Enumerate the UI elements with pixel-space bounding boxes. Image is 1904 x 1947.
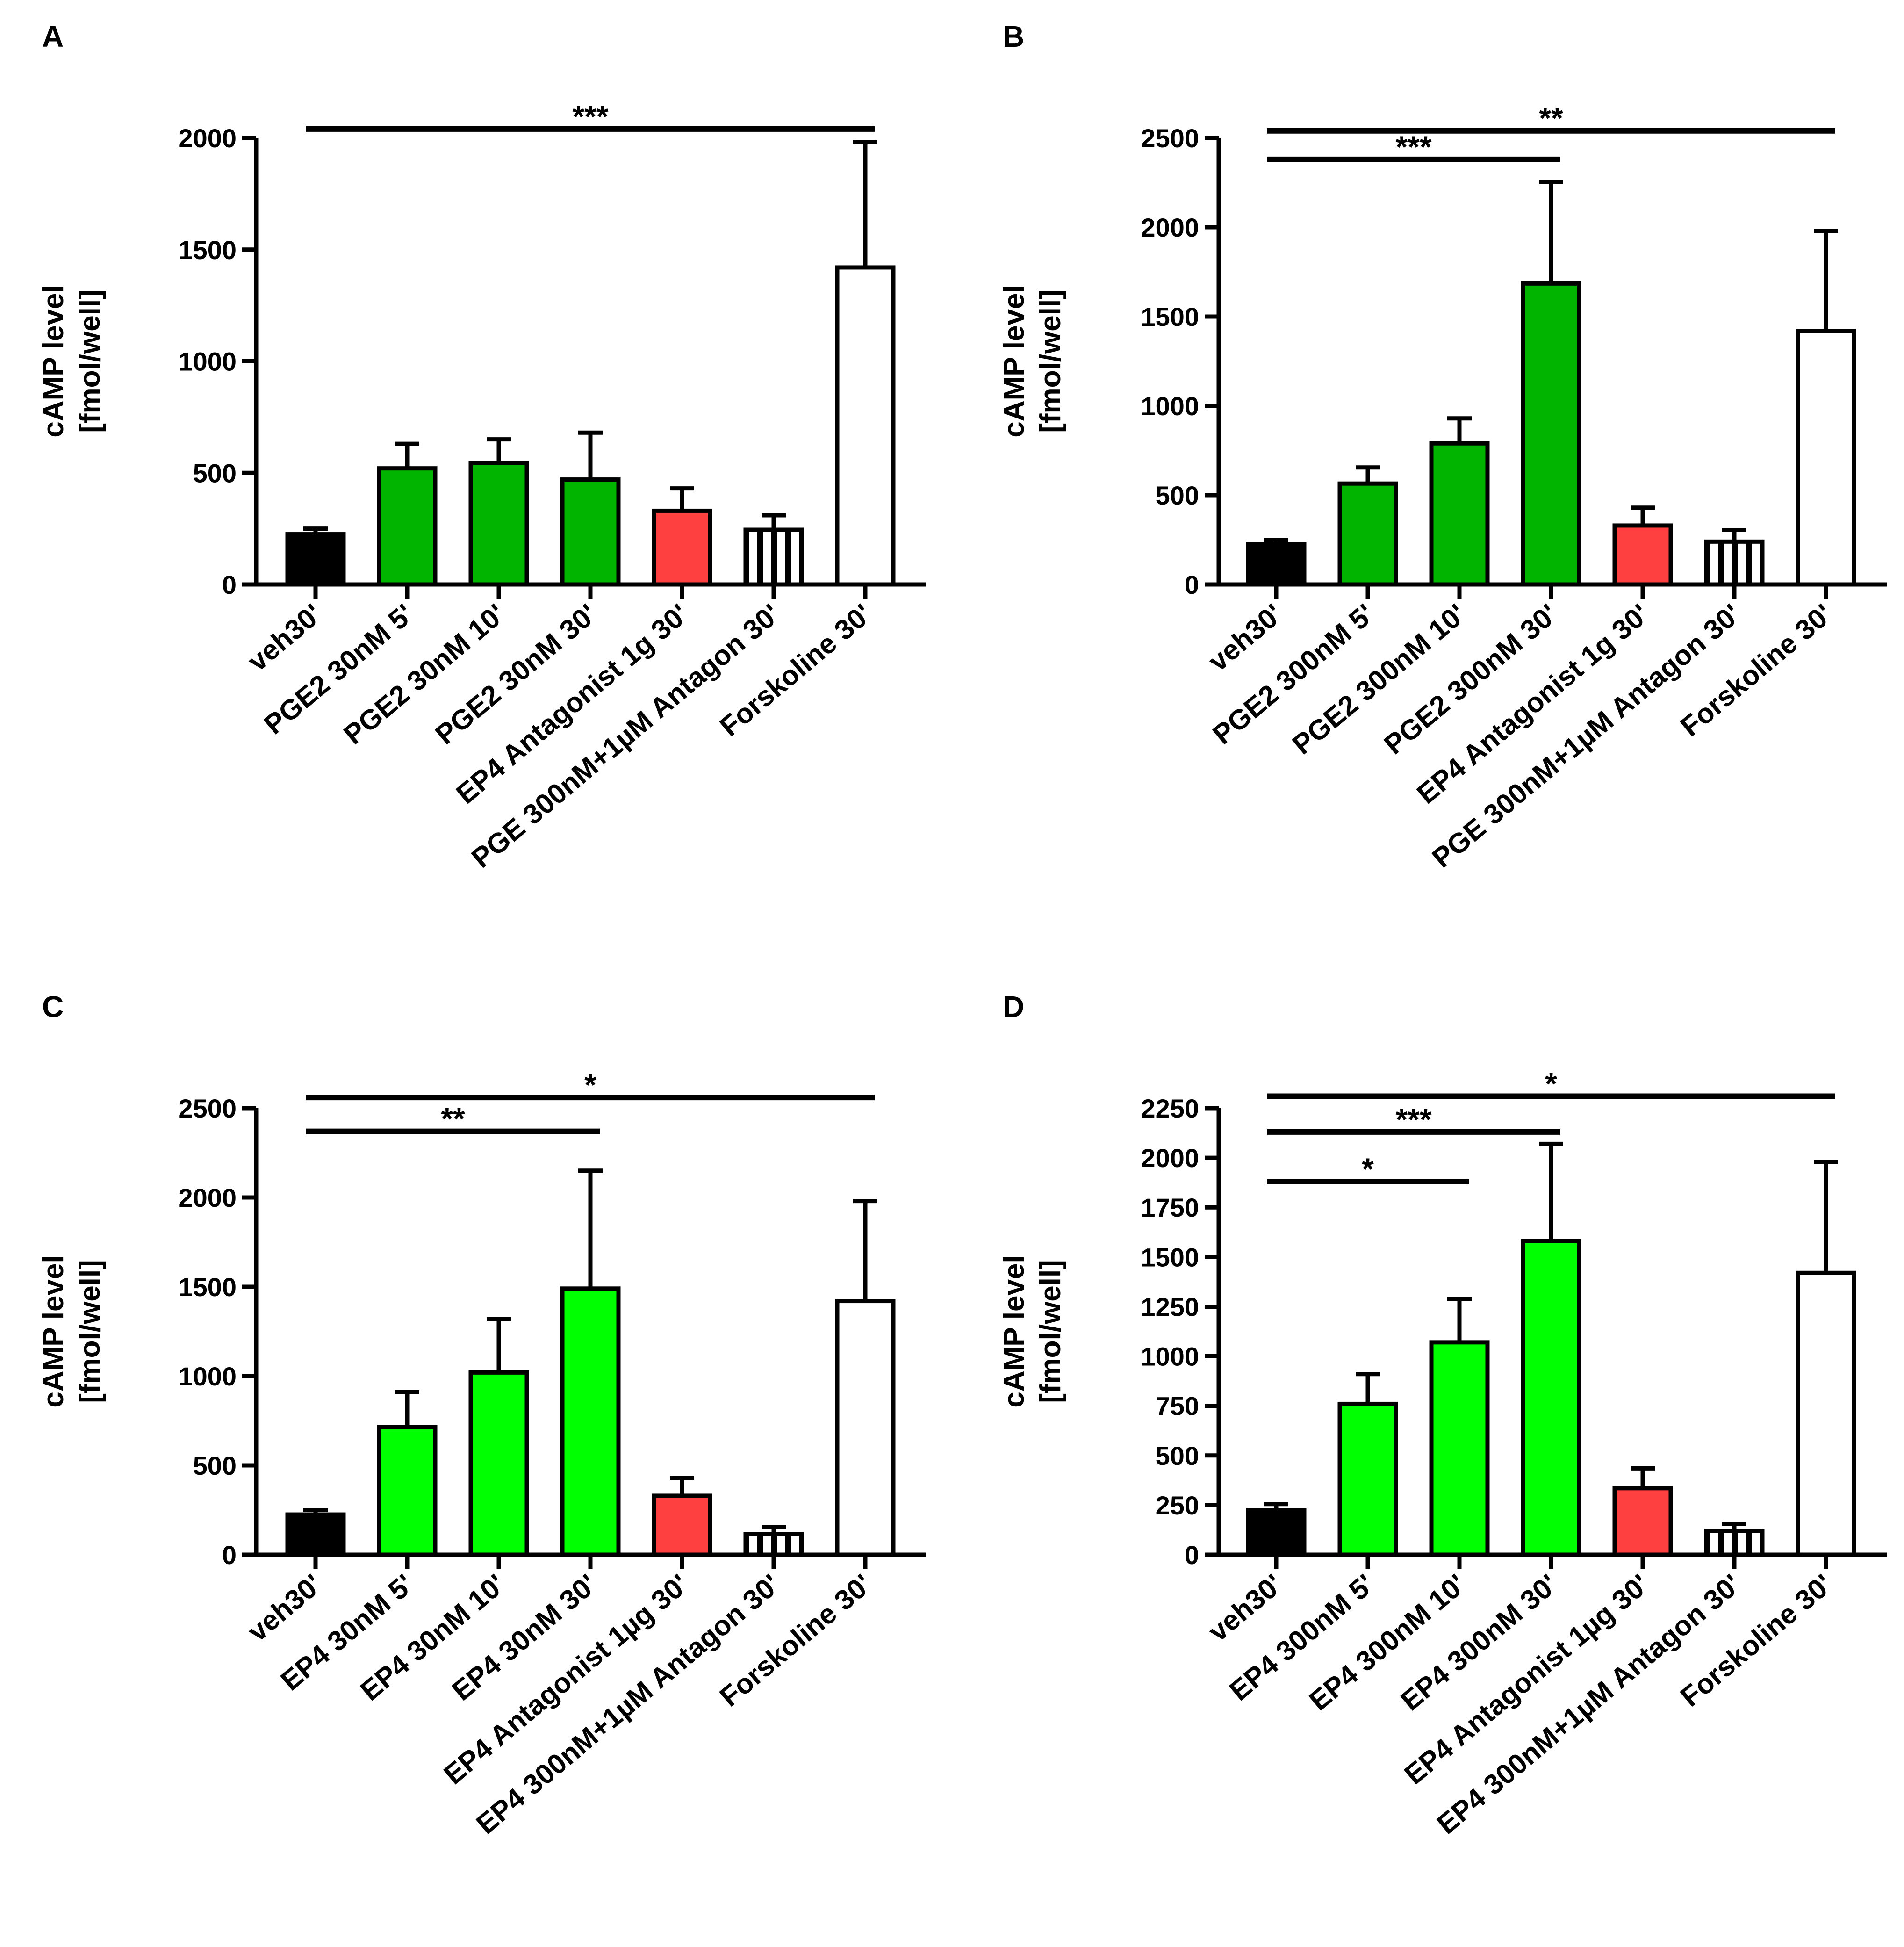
panel-a-bar [468,461,529,587]
panel-d-bar [1704,1529,1765,1557]
panel-b-label: B [1003,20,1024,53]
panel-d-ytick-label: 1000 [1141,1342,1199,1371]
panel-d-label: D [1003,990,1024,1024]
panel-a-ytick-label: 500 [193,458,237,488]
panel-d-ytick-label: 500 [1156,1441,1199,1471]
panel-b-ylabel: cAMP level [fmol/well] [998,285,1067,437]
panel-d-bar [1612,1486,1673,1557]
panel-c-bar [652,1493,712,1557]
panel-a-ylabel-line: cAMP level [37,285,70,437]
panel-c-bar [560,1286,621,1557]
panel-c-ylabel: cAMP level [fmol/well] [37,1255,106,1407]
panel-b-significance-label: ** [1539,101,1563,136]
panel-d-ytick-label: 1500 [1141,1242,1199,1272]
panel-c-ytick-label: 0 [222,1540,237,1570]
panel-c-bar [743,1532,804,1557]
panel-a-significance-label: *** [572,99,608,134]
panel-a-bar [652,508,712,587]
panel-a-xtick-label: veh30' [242,598,328,678]
panel-d-xtick-label: EP4 300nM 10' [1303,1568,1472,1717]
panel-b-ytick-label: 500 [1156,481,1199,510]
panel-c-ytick-label: 500 [193,1451,237,1480]
panel-b-bar [1246,542,1307,587]
panel-c-ylabel-line: cAMP level [37,1255,70,1407]
panel-b-ylabel-line: [fmol/well] [1035,289,1067,433]
panel-d-ylabel: cAMP level [fmol/well] [998,1255,1067,1407]
panel-d-significance-label: * [1362,1152,1374,1186]
panel-c-ytick-label: 1500 [178,1272,237,1302]
panel-a-xtick-label: PGE2 30nM 10' [338,598,511,750]
panel-c-xtick-label: Forskoline 30' [714,1568,877,1713]
panel-d-ytick-label: 1250 [1141,1292,1199,1321]
panel-b-ytick-label: 1000 [1141,391,1199,421]
panel-c-significance-label: ** [441,1102,465,1136]
panel-a-ylabel: cAMP level [fmol/well] [37,285,106,437]
panel-b-ytick-label: 2000 [1141,213,1199,242]
panel-a-bar [560,477,621,587]
panel-a-ytick-label: 0 [222,570,237,599]
panel-b-ylabel-line: cAMP level [998,285,1030,437]
panel-a-bar [835,265,896,587]
panel-b-significance-label: *** [1395,130,1431,164]
panel-d-ylabel-line: [fmol/well] [1035,1260,1067,1403]
panel-d-bar [1521,1239,1581,1557]
panel-d-bar [1429,1340,1490,1557]
panel-c-xtick-label: veh30' [242,1568,328,1648]
panel-d-ytick-label: 2000 [1141,1143,1199,1173]
panel-a-xtick-label: Forskoline 30' [714,598,877,743]
panel-c-bar [835,1299,896,1557]
panel-d-ytick-label: 1750 [1141,1193,1199,1222]
panel-d-xtick-label: Forskoline 30' [1674,1568,1838,1713]
panel-d-xtick-label: EP4 300nM 30' [1395,1568,1564,1717]
panel-a-bar [743,527,804,587]
panel-b-bar [1796,329,1856,587]
panel-a-ytick-label: 1000 [178,347,237,376]
panel-c-ytick-label: 1000 [178,1362,237,1391]
panel-d-ytick-label: 750 [1156,1392,1199,1421]
panel-d-xtick-label: veh30' [1202,1568,1288,1648]
panel-d-ylabel-line: cAMP level [998,1255,1030,1407]
panel-a-ytick-label: 2000 [178,123,237,153]
panel-c-ylabel-line: [fmol/well] [74,1260,106,1403]
panel-c-bar [468,1370,529,1557]
panel-b-bar [1337,481,1398,587]
panel-d-ytick-label: 2250 [1141,1094,1199,1123]
panel-d-ytick-label: 250 [1156,1491,1199,1520]
panel-c-ytick-label: 2500 [178,1094,237,1123]
panel-a-bar [285,532,346,587]
panel-b-ytick-label: 1500 [1141,302,1199,332]
panel-a-ytick-label: 1500 [178,235,237,265]
panel-b-bar [1612,523,1673,587]
panel-b-xtick-label: Forskoline 30' [1674,598,1838,743]
panel-b-ytick-label: 0 [1185,570,1199,599]
panel-c-bar [377,1425,438,1557]
panel-d-bar [1337,1401,1398,1557]
panel-b-xtick-label: veh30' [1202,598,1288,678]
panel-b-bar [1704,539,1765,587]
panel-a-xtick-label: PGE2 30nM 30' [430,598,603,750]
panel-c-ytick-label: 2000 [178,1183,237,1212]
panel-d-ytick-label: 0 [1185,1540,1199,1570]
panel-b-ytick-label: 2500 [1141,123,1199,153]
panel-b-xtick-label: PGE2 300nM 5' [1207,598,1380,750]
panel-c-label: C [42,990,64,1024]
panel-d-bar [1246,1508,1307,1557]
panel-b-bar [1429,441,1490,587]
panel-a-label: A [42,20,64,53]
panel-c-bar [285,1512,346,1557]
panel-a-bar [377,466,438,587]
panel-a-ylabel-line: [fmol/well] [74,289,106,433]
panel-c-significance-label: * [584,1067,596,1102]
panel-b-bar [1521,281,1581,587]
panel-d-significance-label: *** [1395,1102,1431,1137]
panel-d-significance-label: * [1545,1067,1557,1101]
panel-d-bar [1796,1270,1856,1557]
